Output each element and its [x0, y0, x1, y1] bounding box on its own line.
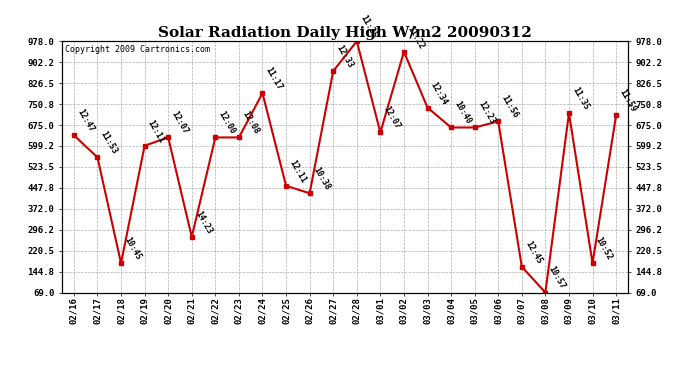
Text: 11:59: 11:59 [618, 88, 638, 114]
Text: 11:56: 11:56 [500, 94, 520, 120]
Text: 11:53: 11:53 [99, 130, 119, 156]
Text: 12:11: 12:11 [288, 158, 308, 184]
Text: 11:17: 11:17 [264, 66, 284, 92]
Text: 10:45: 10:45 [122, 236, 143, 262]
Text: 12:45: 12:45 [523, 239, 544, 266]
Text: Copyright 2009 Cartronics.com: Copyright 2009 Cartronics.com [65, 45, 210, 54]
Text: 10:40: 10:40 [453, 100, 473, 126]
Text: 12:08: 12:08 [240, 110, 261, 136]
Text: 11:25: 11:25 [358, 14, 379, 40]
Text: 12:07: 12:07 [170, 110, 190, 136]
Text: 12:11: 12:11 [146, 118, 166, 144]
Text: 11:22: 11:22 [405, 24, 426, 50]
Text: 10:52: 10:52 [594, 236, 614, 262]
Text: 12:07: 12:07 [382, 105, 402, 131]
Text: 12:47: 12:47 [75, 108, 96, 134]
Title: Solar Radiation Daily High W/m2 20090312: Solar Radiation Daily High W/m2 20090312 [158, 26, 532, 40]
Text: 12:34: 12:34 [429, 80, 449, 106]
Text: 14:23: 14:23 [193, 209, 213, 236]
Text: 12:33: 12:33 [335, 44, 355, 70]
Text: 12:23: 12:23 [476, 100, 496, 126]
Text: 10:57: 10:57 [546, 265, 567, 291]
Text: 12:00: 12:00 [217, 110, 237, 136]
Text: 10:38: 10:38 [311, 166, 331, 192]
Text: 11:35: 11:35 [571, 86, 591, 112]
